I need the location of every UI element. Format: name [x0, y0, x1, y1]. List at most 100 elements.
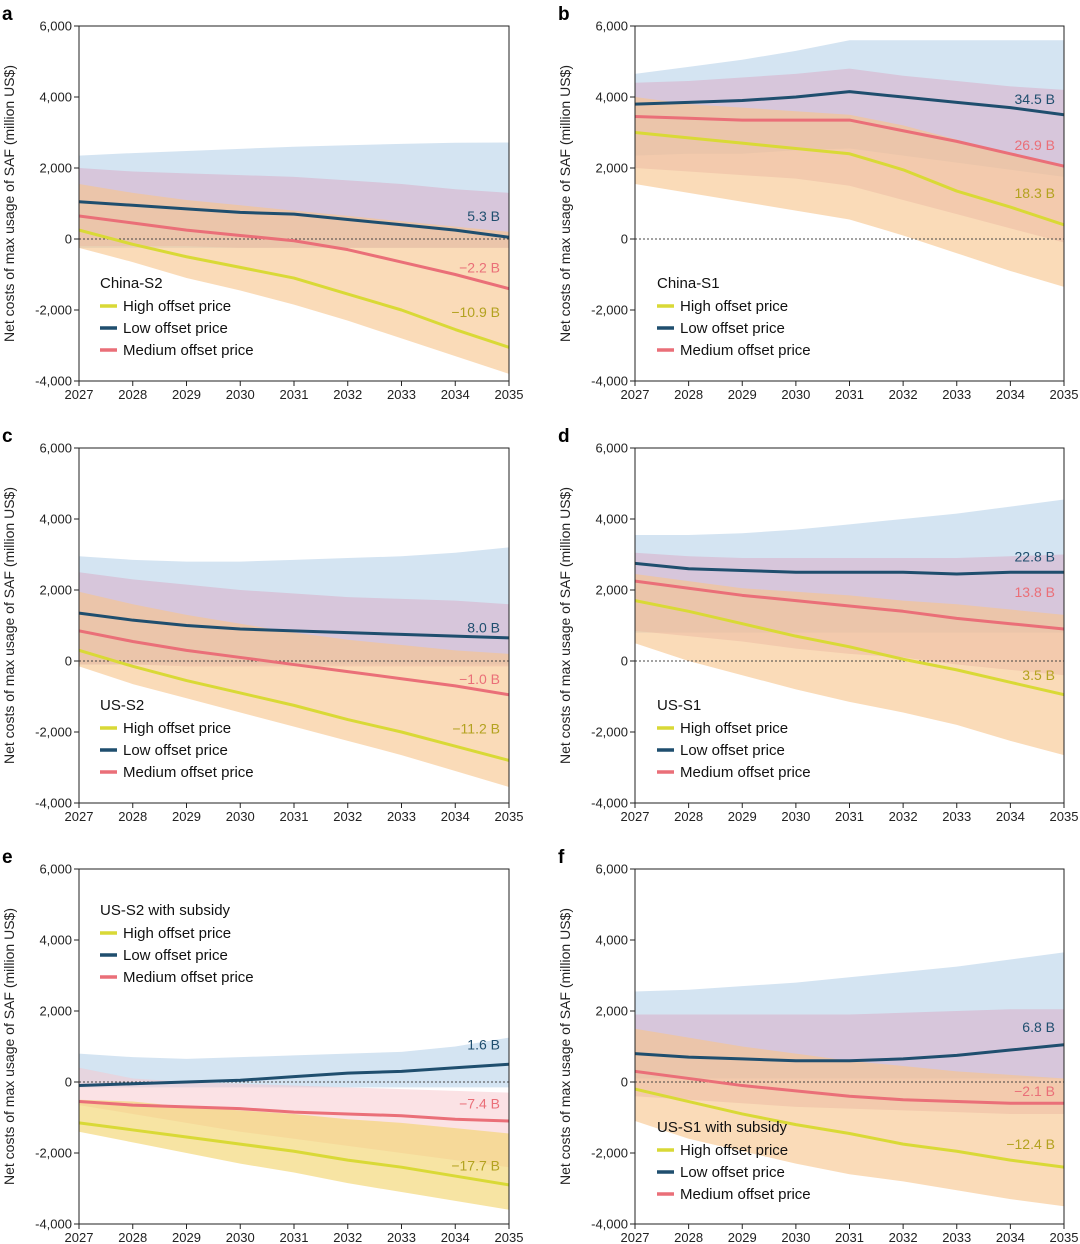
x-tick-label: 2035 [1050, 1230, 1079, 1244]
panel-d: -4,000 -2,000 0 2,000 4,000 6,000 2027 2028 2029… [557, 426, 1078, 824]
legend-label-high: High offset price [680, 298, 788, 315]
plot-area [79, 142, 509, 374]
legend-label-high: High offset price [123, 720, 231, 737]
series-line-high [635, 599, 1064, 697]
x-tick-label: 2027 [621, 387, 650, 402]
y-tick-label: 2,000 [595, 583, 628, 598]
total-label-medium: −2.1 B [1014, 1083, 1055, 1099]
y-tick-label: 0 [621, 232, 628, 247]
total-label-high: −11.2 B [452, 720, 500, 736]
y-tick-label: -2,000 [35, 725, 72, 740]
x-tick-label: 2031 [280, 809, 309, 824]
x-tick-label: 2030 [226, 809, 255, 824]
x-tick-label: 2028 [674, 809, 703, 824]
legend-scenario-title: US-S2 with subsidy [100, 902, 231, 919]
plot-area [79, 1037, 509, 1210]
panel-letter: b [558, 4, 570, 25]
y-tick-label: -2,000 [591, 1146, 628, 1161]
y-tick-label: 0 [621, 1075, 628, 1090]
series-line-high [635, 131, 1064, 227]
y-tick-label: -4,000 [35, 1217, 72, 1232]
y-tick-label: 4,000 [595, 90, 628, 105]
band-low [79, 1037, 509, 1088]
legend-label-low: Low offset price [680, 1164, 785, 1181]
legend-label-low: Low offset price [680, 742, 785, 759]
y-axis-label: Net costs of max usage of SAF (million U… [557, 908, 573, 1185]
total-label-high: −12.4 B [1006, 1136, 1055, 1152]
y-tick-label: -4,000 [591, 796, 628, 811]
plot-area [635, 952, 1064, 1207]
legend-label-low: Low offset price [680, 320, 785, 337]
x-tick-label: 2030 [781, 809, 810, 824]
series-line-medium [635, 115, 1064, 168]
y-tick-label: 6,000 [595, 441, 628, 456]
legend-label-medium: Medium offset price [123, 342, 254, 359]
y-tick-label: 4,000 [39, 90, 72, 105]
x-tick-label: 2035 [1050, 809, 1079, 824]
total-label-medium: −1.0 B [459, 671, 500, 687]
total-label-low: 22.8 B [1015, 548, 1055, 564]
y-axis-label: Net costs of max usage of SAF (million U… [1, 487, 17, 764]
total-label-high: −10.9 B [451, 304, 500, 320]
x-tick-label: 2034 [441, 809, 470, 824]
y-tick-label: 4,000 [595, 933, 628, 948]
x-tick-label: 2033 [387, 387, 416, 402]
x-tick-label: 2035 [495, 809, 524, 824]
panel-letter: c [2, 426, 13, 447]
series-line-low [79, 1062, 509, 1088]
x-tick-label: 2033 [387, 809, 416, 824]
series-line-medium [79, 629, 509, 697]
x-tick-label: 2031 [835, 387, 864, 402]
total-label-low: 8.0 B [467, 619, 500, 635]
x-tick-label: 2031 [280, 1230, 309, 1244]
y-tick-label: -2,000 [35, 303, 72, 318]
x-tick-label: 2029 [728, 809, 757, 824]
plot-area [635, 40, 1064, 287]
x-tick-label: 2029 [728, 387, 757, 402]
legend-scenario-title: US-S2 [100, 697, 144, 714]
y-tick-label: 0 [65, 654, 72, 669]
y-tick-label: 0 [65, 1075, 72, 1090]
series-line-medium [79, 214, 509, 291]
legend-label-medium: Medium offset price [123, 764, 254, 781]
x-tick-label: 2027 [621, 1230, 650, 1244]
band-high [635, 1028, 1064, 1207]
total-label-medium: 26.9 B [1015, 137, 1055, 153]
series-line-high [79, 648, 509, 762]
panel-letter: d [558, 426, 570, 447]
x-tick-label: 2031 [280, 387, 309, 402]
x-tick-label: 2032 [889, 387, 918, 402]
y-tick-label: -4,000 [591, 374, 628, 389]
total-label-high: 18.3 B [1015, 185, 1055, 201]
legend-label-medium: Medium offset price [680, 1186, 811, 1203]
x-tick-label: 2027 [621, 809, 650, 824]
y-tick-label: 2,000 [39, 1004, 72, 1019]
x-tick-label: 2034 [996, 387, 1025, 402]
total-label-low: 1.6 B [467, 1037, 500, 1053]
x-tick-label: 2029 [172, 387, 201, 402]
y-tick-label: -2,000 [591, 725, 628, 740]
x-tick-label: 2033 [387, 1230, 416, 1244]
x-tick-label: 2035 [495, 387, 524, 402]
x-tick-label: 2028 [118, 387, 147, 402]
y-tick-label: 4,000 [39, 933, 72, 948]
series-line-low [79, 611, 509, 640]
x-tick-label: 2033 [942, 387, 971, 402]
x-tick-label: 2031 [835, 809, 864, 824]
series-line-low [635, 561, 1064, 576]
y-axis-label: Net costs of max usage of SAF (million U… [1, 908, 17, 1185]
y-tick-label: 6,000 [39, 862, 72, 877]
total-label-low: 6.8 B [1022, 1019, 1055, 1035]
panel-letter: e [2, 847, 13, 868]
x-tick-label: 2030 [781, 387, 810, 402]
x-tick-label: 2032 [889, 1230, 918, 1244]
x-tick-label: 2028 [118, 1230, 147, 1244]
legend-label-high: High offset price [123, 925, 231, 942]
y-tick-label: 2,000 [39, 161, 72, 176]
y-tick-label: 6,000 [39, 441, 72, 456]
x-tick-label: 2032 [333, 809, 362, 824]
series-line-medium [79, 1100, 509, 1123]
legend-scenario-title: China-S1 [657, 275, 720, 292]
y-tick-label: -2,000 [591, 303, 628, 318]
